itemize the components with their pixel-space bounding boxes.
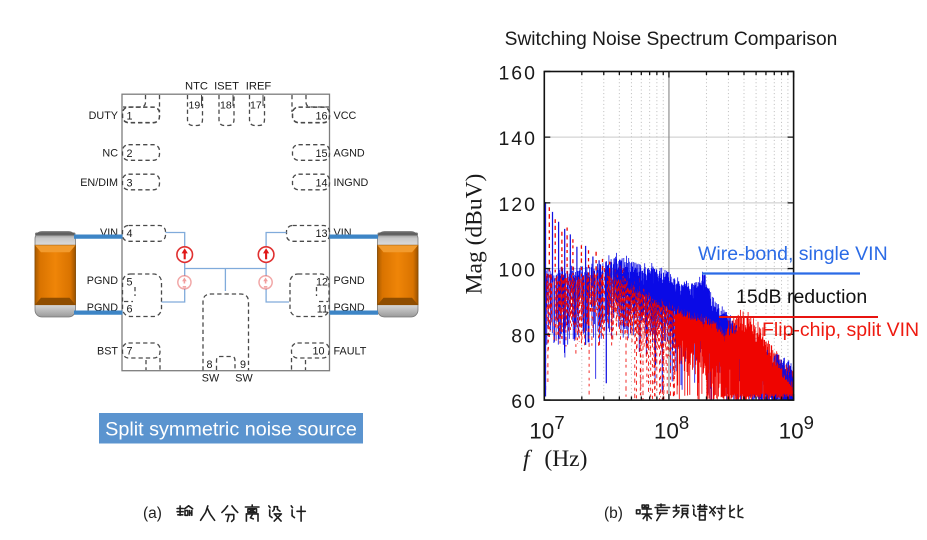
svg-text:100: 100 [498,260,537,282]
svg-text:FAULT: FAULT [334,346,367,358]
svg-text:3: 3 [127,178,133,190]
svg-text:16: 16 [315,110,327,122]
svg-text:6: 6 [127,304,133,316]
svg-text:(Hz): (Hz) [544,446,587,472]
svg-text:8: 8 [206,359,212,371]
svg-text:14: 14 [315,178,327,190]
svg-text:(a): (a) [143,505,162,522]
svg-text:INGND: INGND [334,177,369,189]
svg-text:1: 1 [127,110,133,122]
svg-text:Flip-chip, split VIN: Flip-chip, split VIN [762,319,919,341]
svg-text:60: 60 [511,391,537,413]
svg-text:160: 160 [498,62,537,84]
svg-text:AGND: AGND [334,148,365,160]
svg-text:ISET: ISET [214,81,239,93]
svg-text:PGND: PGND [334,275,365,287]
svg-text:120: 120 [498,194,537,216]
svg-text:17: 17 [250,100,262,112]
svg-text:140: 140 [498,128,537,150]
svg-text:SW: SW [235,373,253,385]
svg-text:80: 80 [511,325,537,347]
svg-text:Wire-bond, single VIN: Wire-bond, single VIN [698,243,888,265]
svg-text:BST: BST [97,346,118,358]
svg-text:13: 13 [315,228,327,240]
svg-text:19: 19 [189,100,201,112]
svg-text:18: 18 [220,100,232,112]
svg-text:IREF: IREF [246,81,272,93]
svg-text:PGND: PGND [87,275,118,287]
svg-text:2: 2 [127,148,133,160]
svg-text:NTC: NTC [185,81,208,93]
svg-text:9: 9 [240,359,246,371]
svg-text:12: 12 [316,277,328,289]
svg-text:Switching Noise Spectrum Compa: Switching Noise Spectrum Comparison [505,29,838,50]
svg-text:Mag (dBuV): Mag (dBuV) [462,174,488,295]
svg-text:15: 15 [315,148,327,160]
svg-text:10: 10 [312,346,324,358]
svg-text:5: 5 [127,277,133,289]
svg-text:(b): (b) [604,505,623,522]
svg-text:VCC: VCC [334,110,357,122]
svg-text:11: 11 [317,304,328,316]
svg-text:DUTY: DUTY [89,110,118,122]
svg-text:SW: SW [202,373,220,385]
svg-text:4: 4 [127,228,133,240]
svg-text:NC: NC [102,148,118,160]
svg-text:15dB reduction: 15dB reduction [736,286,867,308]
svg-text:f: f [523,446,533,472]
svg-text:Split symmetric noise source: Split symmetric noise source [105,419,357,441]
svg-text:EN/DIM: EN/DIM [80,177,118,189]
svg-text:7: 7 [127,346,133,358]
